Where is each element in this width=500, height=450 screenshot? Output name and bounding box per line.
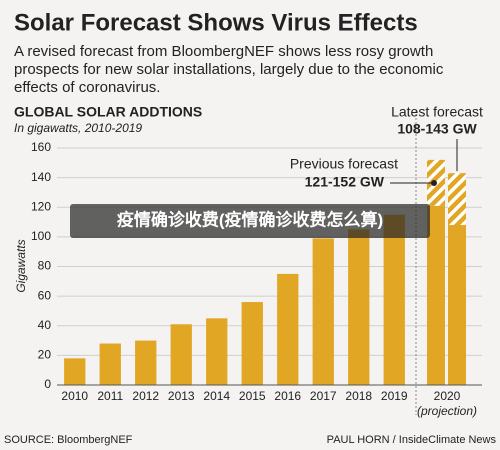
y-tick-label: 0 xyxy=(44,377,51,391)
annotation: Previous forecast xyxy=(290,156,398,172)
overlay-text: 疫情确诊收费(疫情确诊收费怎么算) xyxy=(117,209,383,229)
headline: Solar Forecast Shows Virus Effects xyxy=(14,9,418,36)
overlay-banner xyxy=(70,204,430,238)
annotation: Latest forecast xyxy=(391,104,483,120)
x-tick-label: 2016 xyxy=(274,389,301,403)
bar xyxy=(348,229,370,385)
y-tick-label: 120 xyxy=(31,199,51,213)
annotation-value: 108-143 GW xyxy=(397,121,477,137)
bar xyxy=(241,302,263,385)
x-tick-label: 2014 xyxy=(203,389,230,403)
chart-title: GLOBAL SOLAR ADDTIONS xyxy=(14,104,202,120)
forecast-low xyxy=(427,205,445,385)
y-tick-label: 140 xyxy=(31,170,51,184)
bar xyxy=(99,343,121,385)
leader-dot xyxy=(431,180,437,186)
bar xyxy=(135,340,157,385)
y-tick-label: 160 xyxy=(31,140,51,154)
forecast-low xyxy=(448,225,466,385)
y-tick-label: 40 xyxy=(38,318,52,332)
bar xyxy=(277,273,299,385)
x-tick-label: 2018 xyxy=(345,389,372,403)
y-tick-label: 20 xyxy=(38,348,52,362)
x-tick-label: 2011 xyxy=(97,389,123,403)
projection-note: (projection) xyxy=(417,404,477,418)
forecast-range xyxy=(448,173,466,226)
y-tick-label: 80 xyxy=(38,259,52,273)
x-tick-label: 2012 xyxy=(132,389,159,403)
x-tick-label: 2013 xyxy=(168,389,195,403)
x-tick-label: 2015 xyxy=(239,389,266,403)
bar xyxy=(312,238,334,385)
bar xyxy=(170,324,192,385)
annotation-value: 121-152 GW xyxy=(305,174,385,190)
x-tick-label: 2020 xyxy=(434,389,461,403)
y-axis-label: Gigawatts xyxy=(14,239,28,292)
intro: effects of coronavirus. xyxy=(14,79,160,96)
intro: A revised forecast from BloombergNEF sho… xyxy=(14,43,433,60)
chart-subtitle: In gigawatts, 2010-2019 xyxy=(14,121,142,135)
x-tick-label: 2017 xyxy=(310,389,337,403)
source: SOURCE: BloombergNEF xyxy=(4,434,133,446)
y-tick-label: 100 xyxy=(31,229,51,243)
x-tick-label: 2019 xyxy=(381,389,408,403)
bar xyxy=(383,214,405,385)
bar xyxy=(206,318,228,385)
y-tick-label: 60 xyxy=(38,288,52,302)
credit: PAUL HORN / InsideClimate News xyxy=(327,434,497,446)
x-tick-label: 2010 xyxy=(61,389,88,403)
intro: prospects for new solar installations, l… xyxy=(14,61,444,78)
bar xyxy=(64,358,86,385)
